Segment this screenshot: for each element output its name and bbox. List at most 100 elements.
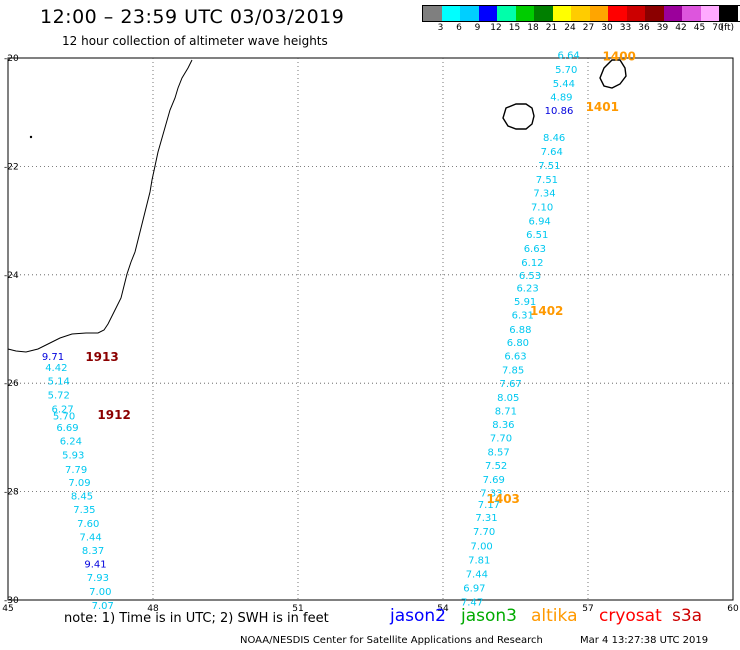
wave-height-value: 7.51 [538, 161, 560, 172]
wave-height-value: 8.05 [497, 393, 519, 404]
color-scale-label: 45 [693, 23, 706, 33]
wave-height-value: 6.64 [558, 51, 580, 62]
satellite-jason3: jason3 [461, 606, 517, 626]
color-scale-label: (ft) [720, 23, 735, 33]
small-island [29, 135, 33, 139]
satellite-altika: altika [531, 606, 578, 626]
footnote: note: 1) Time is in UTC; 2) SWH is in fe… [64, 611, 329, 626]
track-1913: 9.714.42 5.14 1913 [42, 350, 119, 387]
x-tick-label: 48 [147, 604, 159, 614]
satellite-jason2: jason2 [390, 606, 446, 626]
wave-height-value: 7.69 [483, 475, 505, 486]
color-scale-cell [515, 6, 534, 21]
color-scale-cell [626, 6, 645, 21]
color-scale-cell [700, 6, 719, 21]
wave-height-value: 7.07 [92, 601, 114, 612]
color-scale-cell [589, 6, 608, 21]
wave-height-value: 5.70 [53, 412, 75, 423]
wave-height-value: 9.41 [84, 560, 106, 571]
wave-height-value: 7.31 [475, 513, 497, 524]
wave-height-value: 7.60 [77, 519, 99, 530]
wave-height-value: 6.31 [512, 310, 534, 321]
y-tick-label: -26 [4, 379, 19, 389]
pass-time-label: 1400 [603, 49, 636, 63]
color-scale-cell [663, 6, 682, 21]
wave-height-value: 7.44 [80, 533, 102, 544]
generation-timestamp: Mar 4 13:27:38 UTC 2019 [580, 635, 709, 646]
wave-height-value: 8.36 [492, 420, 514, 431]
reunion-island [502, 103, 535, 130]
wave-height-value: 7.79 [65, 465, 87, 476]
color-scale-label: 30 [601, 23, 613, 33]
track-1403: 7.17 7.31 7.70 7.00 7.81 7.44 6.97 7.47 1403 [461, 492, 520, 609]
wave-height-value: 6.97 [463, 584, 485, 595]
color-scale-cell [497, 6, 516, 21]
wave-height-value: 5.93 [62, 451, 84, 462]
y-tick-label: -24 [4, 271, 19, 281]
wave-height-value: 8.37 [82, 546, 104, 557]
color-scale-cell [534, 6, 553, 21]
pass-time-label: 1912 [97, 408, 130, 422]
wave-height-value: 6.27 [51, 405, 73, 416]
wave-height-value: 8.46 [543, 133, 565, 144]
color-scale-legend: 3 6 9 12 15 18 21 24 27 30 33 36 39 42 45 70 (ft) [422, 5, 740, 36]
wave-height-value: 7.70 [473, 527, 495, 538]
track-1402: 6.23 5.91 6.31 6.88 6.80 6.63 7.85 7.67 8.05 8.71… [480, 283, 563, 499]
wave-height-value: 6.69 [56, 423, 78, 434]
color-scale-label: 21 [545, 23, 558, 33]
altimeter-tracks: 9.714.425.1419135.726.275.706.696.245.93… [42, 49, 636, 612]
grid-lines [8, 58, 733, 600]
color-scale-cell [571, 6, 590, 21]
wave-height-value: 6.94 [529, 217, 551, 228]
wave-height-value: 7.64 [541, 147, 563, 158]
color-scale-label: 18 [527, 23, 539, 33]
wave-height-value: 6.51 [526, 230, 548, 241]
color-scale-label: 9 [474, 23, 481, 33]
color-scale-label: 15 [508, 23, 521, 33]
wave-height-value: 7.17 [478, 500, 500, 511]
x-tick-label: 57 [582, 604, 593, 614]
color-scale-cell [719, 6, 738, 21]
wave-height-value: 5.44 [553, 79, 575, 90]
wave-height-value: 10.86 [545, 106, 574, 117]
x-tick-label: 54 [437, 604, 449, 614]
wave-height-value: 7.09 [68, 478, 90, 489]
color-scale-label: 24 [564, 23, 576, 33]
color-scale-label: 12 [490, 23, 502, 33]
wave-height-value: 6.63 [524, 244, 546, 255]
wave-height-value: 7.00 [471, 541, 493, 552]
wave-height-value: 7.85 [502, 366, 524, 377]
map-title: 12:00 – 23:59 UTC 03/03/2019 [40, 6, 345, 28]
color-scale-label: 27 [582, 23, 595, 33]
track-1912: 5.72 6.275.706.69 6.24 5.93 7.79 7.09 8.45 7.35… [48, 391, 131, 612]
wave-height-value: 7.33 [480, 489, 502, 500]
wave-height-value: 6.24 [60, 437, 82, 448]
y-tick-label: -20 [4, 54, 19, 64]
wave-height-value: 8.57 [487, 447, 509, 458]
pass-time-label: 1402 [530, 304, 563, 318]
wave-height-value: 6.63 [504, 352, 526, 363]
map-subtitle: 12 hour collection of altimeter wave hei… [62, 34, 328, 48]
axis-tick-labels: 45 48 51 54 57 60 -20 -22 -24 -26 -28 -30 [2, 54, 739, 614]
wave-height-value: 5.72 [48, 391, 70, 402]
x-tick-label: 45 [2, 604, 13, 614]
y-tick-label: -28 [4, 488, 19, 498]
wave-height-value: 4.89 [550, 92, 572, 103]
madagascar-coastline [7, 59, 193, 353]
color-scale-labels: 3 6 9 12 15 18 21 24 27 30 33 36 39 42 45 70 (ft) [422, 22, 740, 36]
wave-height-value: 9.71 [42, 352, 64, 363]
credit-line: NOAA/NESDIS Center for Satellite Applica… [240, 635, 543, 646]
wave-height-value: 7.81 [468, 555, 490, 566]
wave-height-value: 7.51 [536, 175, 558, 186]
wave-height-value: 7.70 [490, 433, 512, 444]
color-scale-label: 33 [619, 23, 632, 33]
wave-height-value: 6.12 [521, 258, 543, 269]
plot-frame [7, 57, 734, 601]
pass-time-label: 1403 [487, 492, 520, 506]
color-scale-label: 70 [712, 23, 724, 33]
wave-height-value: 5.91 [514, 297, 536, 308]
wave-height-value: 5.14 [48, 376, 70, 387]
wave-height-value: 5.70 [555, 65, 577, 76]
color-scale-label: 42 [675, 23, 687, 33]
wave-height-value: 6.23 [516, 283, 538, 294]
